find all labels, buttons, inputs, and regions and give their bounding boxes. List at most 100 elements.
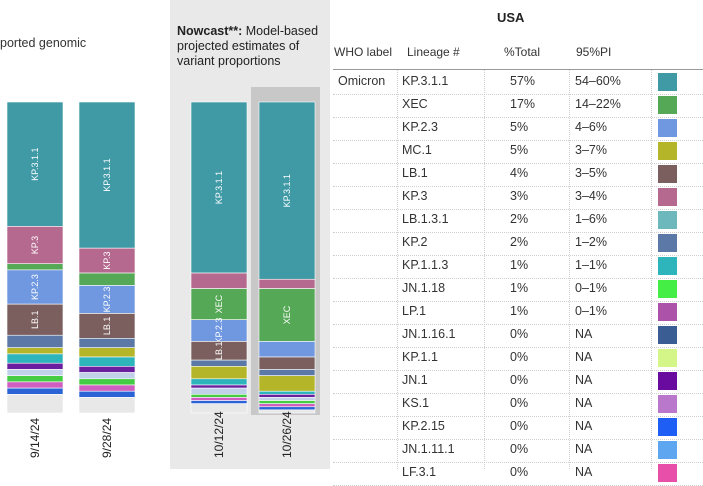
header-who-label: WHO label: [334, 45, 393, 59]
percent-total-cell: 2%: [510, 212, 529, 226]
segment-label: KP.2.3: [30, 274, 40, 300]
nowcast-text: Model-based projected estimates of varia…: [177, 24, 319, 68]
bar-segment: [258, 397, 316, 401]
percent-total-cell: 17%: [510, 97, 536, 111]
lineage-color-swatch: [658, 165, 677, 183]
lineage-cell: MC.1: [402, 143, 432, 157]
segment-label: KP.3: [30, 236, 40, 254]
bar-segment: [6, 394, 64, 414]
segment-label: KP.3: [102, 251, 112, 269]
lineage-cell: JN.1.11.1: [402, 442, 455, 456]
lineage-color-swatch: [658, 372, 677, 390]
lineage-cell: LF.3.1: [402, 465, 437, 479]
segment-label: LB.1: [30, 310, 40, 329]
lineage-color-swatch: [658, 441, 677, 459]
bar-segment: [258, 101, 316, 280]
lineage-cell: LB.1: [402, 166, 428, 180]
bar-segment: [258, 406, 316, 411]
bar-segment: [78, 366, 136, 373]
prediction-interval-cell: 3–7%: [575, 143, 607, 157]
x-tick-label: 9/28/24: [100, 418, 114, 458]
lineage-cell: KP.3.1.1: [402, 74, 449, 88]
bar-segment: [6, 334, 64, 348]
bar-segment: [190, 288, 248, 321]
lineage-cell: JN.1: [402, 373, 428, 387]
lineage-color-swatch: [658, 188, 677, 206]
segment-label: KP.3.1.1: [102, 158, 112, 191]
x-tick-label: 10/12/24: [212, 411, 226, 458]
lineage-color-swatch: [658, 349, 677, 367]
lineage-color-swatch: [658, 142, 677, 160]
segment-label: LB.1: [102, 317, 112, 336]
prediction-interval-cell: NA: [575, 465, 593, 479]
bar-segment: [78, 347, 136, 358]
lineage-cell: KP.2.15: [402, 419, 445, 433]
bar-segment: [78, 285, 136, 314]
bar-segment: [190, 272, 248, 289]
lineage-color-swatch: [658, 234, 677, 252]
percent-total-cell: 4%: [510, 166, 529, 180]
bar-segment: [258, 341, 316, 358]
bar-segment: [78, 101, 136, 249]
bar-segment: [190, 400, 248, 404]
lineage-cell: KP.2.3: [402, 120, 438, 134]
lineage-cell: LB.1.3.1: [402, 212, 449, 226]
x-tick-label: 9/14/24: [28, 418, 42, 458]
lineage-cell: KP.3: [402, 189, 428, 203]
table-row: LB.1 4% 3–5%: [333, 163, 703, 187]
column-divider: [569, 70, 570, 469]
lineage-cell: JN.1.18: [402, 281, 446, 295]
percent-total-cell: 0%: [510, 419, 529, 433]
segment-label: KP.3.1.1: [282, 174, 292, 207]
percent-total-cell: 1%: [510, 304, 529, 318]
table-row: XEC 17% 14–22%: [333, 94, 703, 118]
bar-segment: [6, 375, 64, 383]
segment-label: XEC: [282, 305, 292, 324]
percent-total-cell: 0%: [510, 465, 529, 479]
lineage-color-swatch: [658, 326, 677, 344]
table-row: JN.1 0% NA: [333, 370, 703, 394]
bar-segment: [190, 387, 248, 395]
bar-segment: [6, 303, 64, 336]
header-pi: 95%PI: [576, 45, 612, 59]
column-divider: [484, 70, 485, 469]
bar-segment: [190, 359, 248, 367]
lineage-color-swatch: [658, 73, 677, 91]
table-row: KP.2 2% 1–2%: [333, 232, 703, 256]
bar-segment: [78, 378, 136, 386]
table-row: LF.3.1 0% NA: [333, 462, 703, 486]
table-row: KP.3 3% 3–4%: [333, 186, 703, 210]
lineage-color-swatch: [658, 211, 677, 229]
bar-segment: [6, 101, 64, 227]
lineage-cell: KP.1.1: [402, 350, 438, 364]
prediction-interval-cell: 1–2%: [575, 235, 607, 249]
bar-segment: [78, 390, 136, 398]
prediction-interval-cell: 1–6%: [575, 212, 607, 226]
column-divider: [397, 70, 398, 469]
lineage-color-swatch: [658, 96, 677, 114]
percent-total-cell: 3%: [510, 189, 529, 203]
segment-label: KP.2.3: [214, 318, 224, 344]
table-row: LP.1 1% 0–1%: [333, 301, 703, 325]
bar-segment: [6, 362, 64, 370]
bar-segment: [6, 381, 64, 389]
percent-total-cell: 5%: [510, 120, 529, 134]
percent-total-cell: 0%: [510, 350, 529, 364]
table-row: Omicron KP.3.1.1 57% 54–60%: [333, 71, 703, 95]
bar-segment: [258, 400, 316, 404]
bar-segment: [190, 384, 248, 389]
lineage-color-swatch: [658, 464, 677, 482]
lineage-cell: KS.1: [402, 396, 430, 410]
x-tick-label: 10/26/24: [280, 411, 294, 458]
table-row: KP.1.1 0% NA: [333, 347, 703, 371]
lineage-color-swatch: [658, 418, 677, 436]
prediction-interval-cell: 3–5%: [575, 166, 607, 180]
lineage-cell: JN.1.16.1: [402, 327, 456, 341]
percent-total-cell: 57%: [510, 74, 536, 88]
bar-segment: [258, 369, 316, 376]
header-divider: [333, 69, 703, 70]
bar-segment: [78, 356, 136, 367]
table-row: JN.1.11.1 0% NA: [333, 439, 703, 463]
bar-segment: [190, 378, 248, 386]
table-row: KS.1 0% NA: [333, 393, 703, 417]
